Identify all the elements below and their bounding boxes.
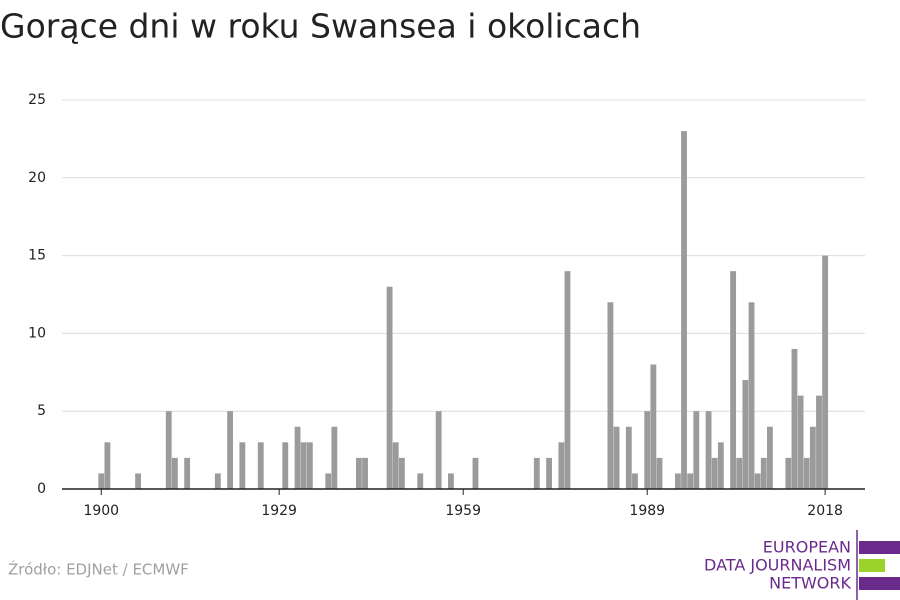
logo: EUROPEAN DATA JOURNALISM NETWORK	[704, 530, 900, 600]
bar	[607, 302, 614, 489]
y-tick-label: 15	[28, 248, 46, 264]
logo-bar	[859, 559, 885, 572]
x-tick-label: 1989	[629, 503, 665, 519]
x-tick-label: 1929	[261, 503, 297, 519]
bar	[325, 473, 332, 489]
bar	[730, 271, 737, 489]
bar	[767, 426, 773, 489]
bar	[331, 426, 338, 489]
bar	[736, 457, 743, 489]
bar	[748, 302, 755, 489]
bar	[533, 457, 540, 489]
bar	[227, 411, 233, 489]
bar	[171, 457, 178, 489]
y-tick-label: 10	[28, 325, 46, 341]
bar	[257, 442, 264, 489]
bar	[448, 473, 454, 489]
bar	[355, 457, 362, 489]
x-tick-label: 2018	[807, 503, 843, 519]
bar	[754, 473, 761, 489]
source: Źródło: EDJNet / ECMWF	[8, 560, 189, 579]
bar	[791, 348, 798, 489]
bar	[803, 457, 810, 489]
bar	[742, 380, 749, 489]
bar	[165, 411, 172, 489]
bar	[392, 442, 399, 489]
bar	[625, 426, 632, 489]
logo-text: NETWORK	[769, 574, 851, 593]
bar	[362, 457, 368, 489]
bar	[135, 473, 141, 489]
bar	[239, 442, 246, 489]
bar	[558, 442, 565, 489]
logo-bar	[859, 541, 900, 554]
logo-text: DATA JOURNALISM	[704, 556, 851, 575]
bar	[214, 473, 221, 489]
bar	[417, 473, 424, 489]
bar	[300, 442, 307, 489]
bar	[613, 426, 620, 489]
bar	[306, 442, 313, 489]
bar	[809, 426, 816, 489]
bar	[644, 411, 651, 489]
y-tick-label: 25	[28, 92, 46, 108]
bar	[656, 457, 663, 489]
bar	[650, 364, 657, 489]
bar	[681, 131, 687, 489]
logo-text: EUROPEAN	[763, 538, 851, 557]
bar	[687, 473, 694, 489]
x-tick-label: 1900	[83, 503, 119, 519]
bar	[822, 255, 829, 489]
bar	[98, 473, 105, 489]
bar	[693, 411, 700, 489]
bar	[797, 395, 804, 489]
bar	[760, 457, 767, 489]
bar	[711, 457, 718, 489]
bar	[472, 457, 479, 489]
x-tick-label: 1959	[445, 503, 481, 519]
bar	[564, 271, 571, 489]
y-tick-label: 5	[37, 403, 46, 419]
logo-bar	[859, 577, 900, 590]
bar	[386, 286, 393, 489]
bar	[435, 411, 442, 489]
bar	[398, 457, 405, 489]
chart-title: Gorące dni w roku Swansea i okolicach	[0, 7, 641, 46]
bar	[816, 395, 822, 489]
bar	[282, 442, 289, 489]
bar	[674, 473, 681, 489]
bar	[632, 473, 638, 489]
bar	[104, 442, 111, 489]
bar	[294, 426, 301, 489]
bar	[785, 457, 792, 489]
bar	[705, 411, 712, 489]
bar	[184, 457, 191, 489]
bar	[546, 457, 552, 489]
y-tick-label: 0	[37, 481, 46, 497]
bar	[717, 442, 724, 489]
y-tick-label: 20	[28, 170, 46, 186]
